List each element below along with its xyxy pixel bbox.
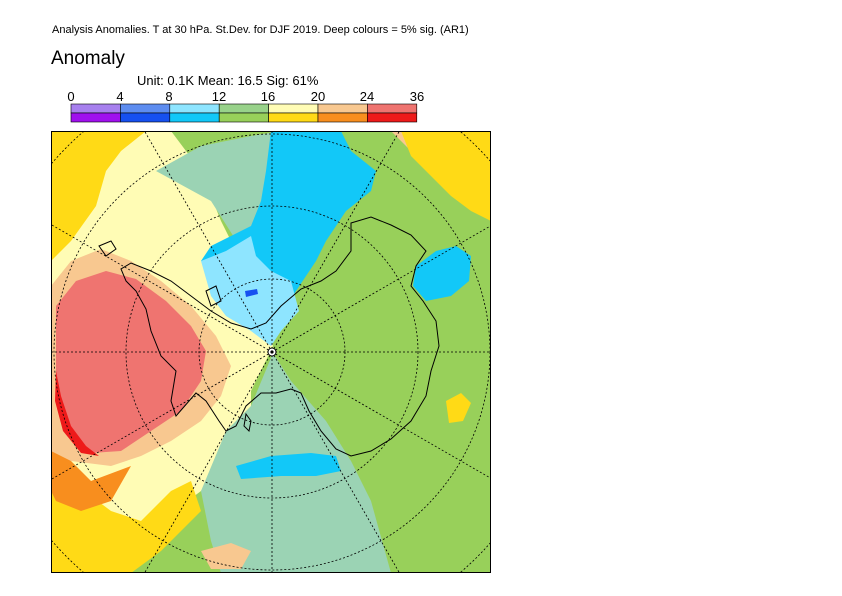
anomaly-region-salmon: [56, 271, 206, 453]
colorbar-pale-cell: [367, 103, 418, 114]
colorbar-pale-cell: [169, 103, 220, 114]
anomaly-region-yellow: [446, 393, 471, 423]
colorbar-tick-label: 24: [359, 89, 375, 104]
colorbar-tick-label: 20: [310, 89, 326, 104]
anomaly-region-cyan: [413, 246, 471, 301]
anomaly-region-yellow: [51, 461, 201, 573]
coastlines: [98, 216, 440, 457]
colorbar: [70, 103, 418, 123]
panel-subtitle: Anomaly: [51, 48, 125, 69]
colorbar-pale-cell: [120, 103, 171, 114]
map-border: [51, 131, 491, 573]
colorbar-deep-cell: [268, 112, 319, 123]
anomaly-region-yellow: [51, 131, 146, 261]
anomaly-region-deep-blue: [245, 289, 258, 297]
colorbar-pale-cell: [70, 103, 121, 114]
colorbar-pale-cell: [317, 103, 368, 114]
anomaly-region-yellow: [401, 131, 491, 221]
colorbar-pale-cell: [218, 103, 269, 114]
anomaly-region-cyan: [236, 453, 341, 479]
anomaly-region-red: [55, 371, 99, 456]
colorbar-tick-label: 8: [165, 89, 173, 104]
polar-map: [51, 131, 491, 573]
colorbar-deep-cell: [120, 112, 171, 123]
colorbar-tick-label: 12: [211, 89, 227, 104]
colorbar-tick-label: 4: [116, 89, 124, 104]
colorbar-deep-cell: [218, 112, 269, 123]
stats-line: Unit: 0.1K Mean: 16.5 Sig: 61%: [137, 73, 319, 88]
colorbar-tick-label: 16: [260, 89, 276, 104]
colorbar-tick-label: 36: [409, 89, 425, 104]
colorbar-deep-cell: [169, 112, 220, 123]
figure-title: Analysis Anomalies. T at 30 hPa. St.Dev.…: [52, 24, 469, 36]
colorbar-tick-label: 0: [67, 89, 75, 104]
colorbar-deep-cell: [317, 112, 368, 123]
anomaly-region-pale-orange: [201, 543, 251, 569]
colorbar-deep-cell: [70, 112, 121, 123]
anomaly-region-orange: [51, 441, 131, 511]
colorbar-pale-cell: [268, 103, 319, 114]
north-pole-dot: [270, 350, 274, 354]
colorbar-deep-cell: [367, 112, 418, 123]
